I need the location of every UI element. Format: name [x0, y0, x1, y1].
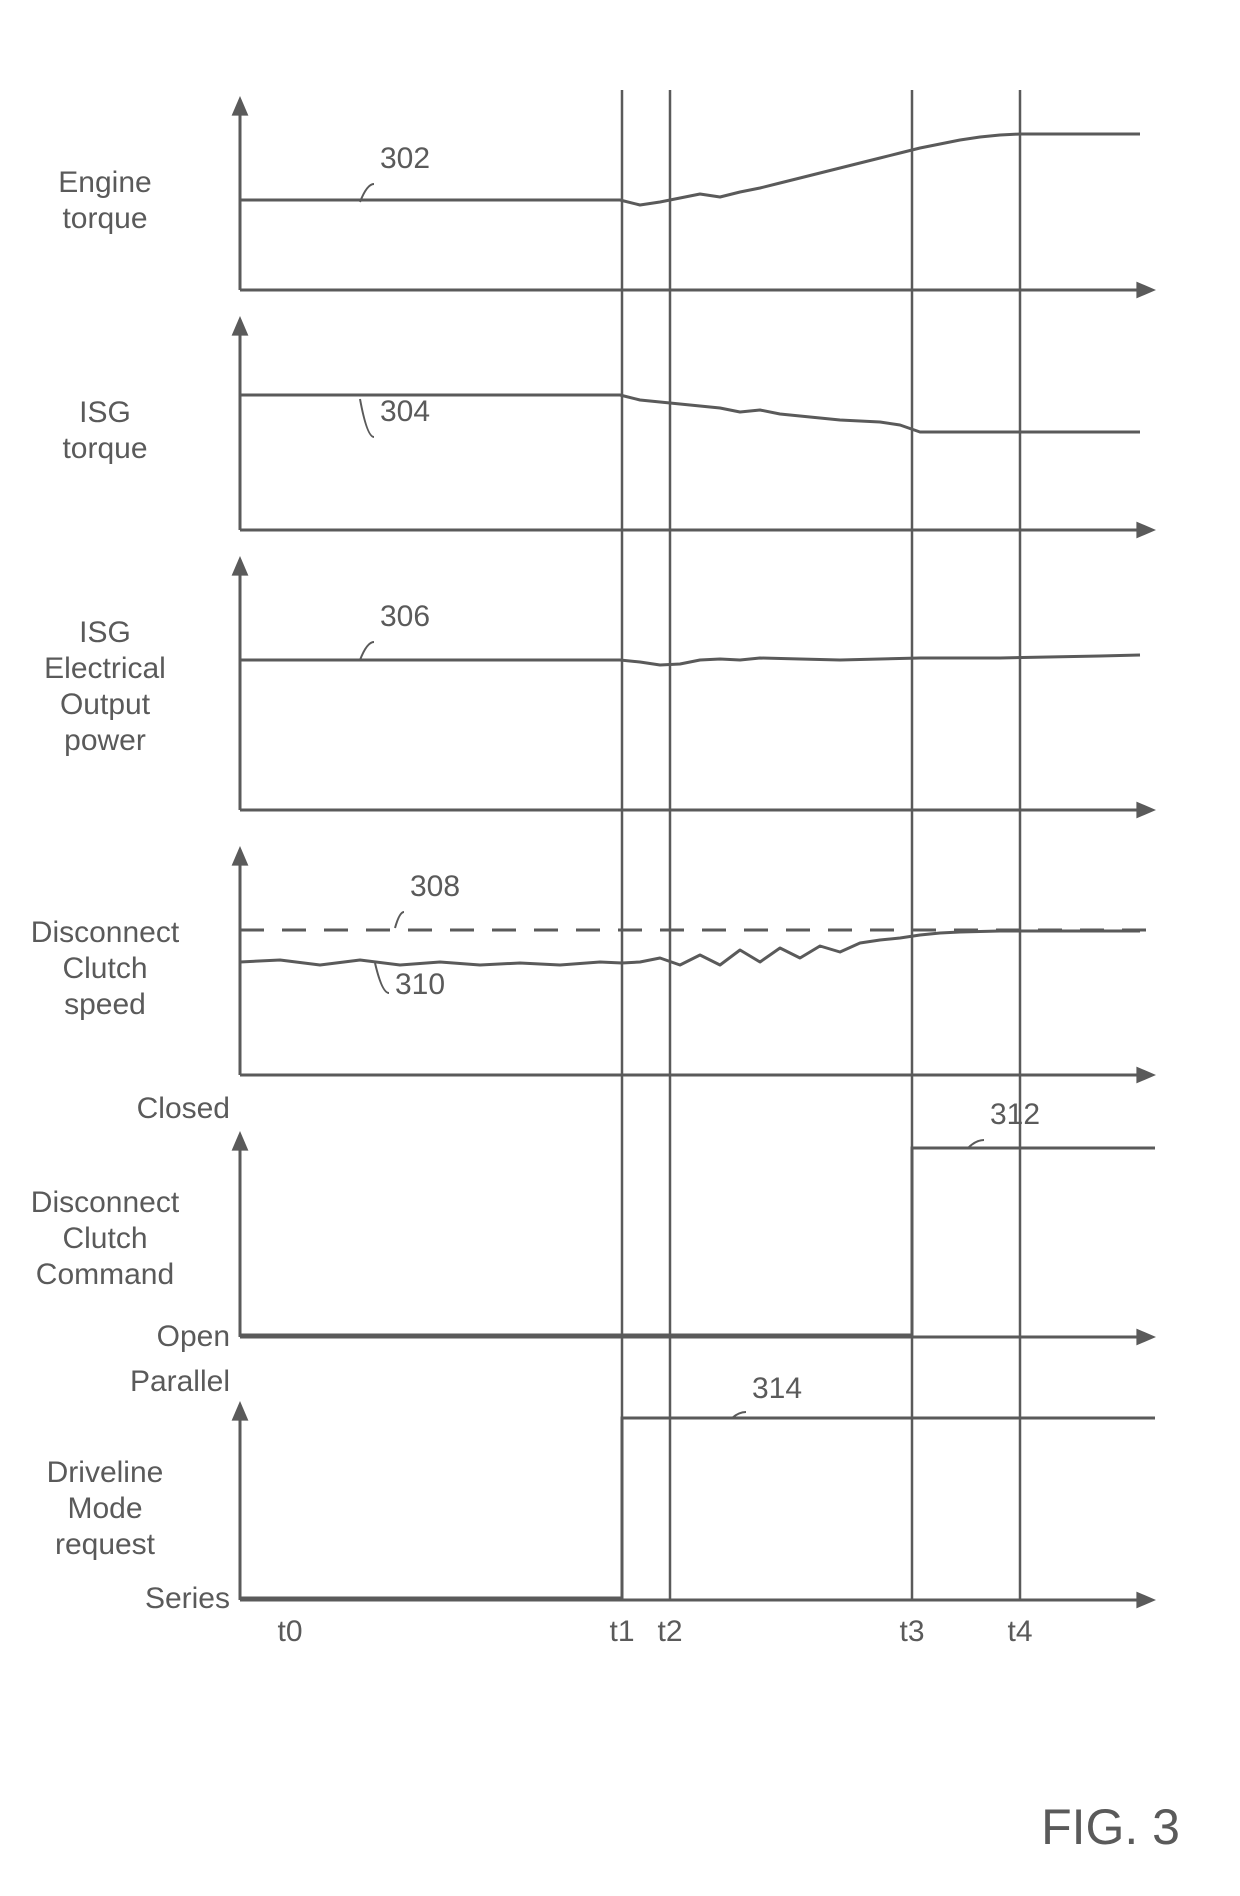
label-isg-torque: ISGtorque: [0, 395, 210, 467]
ref-314: 314: [752, 1372, 802, 1406]
label-parallel: Parallel: [95, 1365, 230, 1399]
tlabel-t4: t4: [1000, 1615, 1040, 1649]
tlabel-t3: t3: [892, 1615, 932, 1649]
label-open: Open: [115, 1320, 230, 1354]
ref-308: 308: [410, 870, 460, 904]
ref-302: 302: [380, 142, 430, 176]
tlabel-t1: t1: [602, 1615, 642, 1649]
tlabel-t2: t2: [650, 1615, 690, 1649]
label-isg-power: ISGElectricalOutputpower: [0, 615, 210, 759]
label-closed: Closed: [115, 1092, 230, 1126]
label-mode-request: DrivelineModerequest: [0, 1455, 210, 1563]
label-clutch-speed: DisconnectClutchspeed: [0, 915, 210, 1023]
label-clutch-command: DisconnectClutchCommand: [0, 1185, 210, 1293]
label-series: Series: [115, 1582, 230, 1616]
ref-310: 310: [395, 968, 445, 1002]
tlabel-t0: t0: [270, 1615, 310, 1649]
ref-304: 304: [380, 395, 430, 429]
figure-caption: FIG. 3: [1041, 1798, 1180, 1856]
figure-page: Enginetorque ISGtorque ISGElectricalOutp…: [0, 0, 1240, 1896]
label-engine-torque: Enginetorque: [0, 165, 210, 237]
ref-306: 306: [380, 600, 430, 634]
ref-312: 312: [990, 1098, 1040, 1132]
